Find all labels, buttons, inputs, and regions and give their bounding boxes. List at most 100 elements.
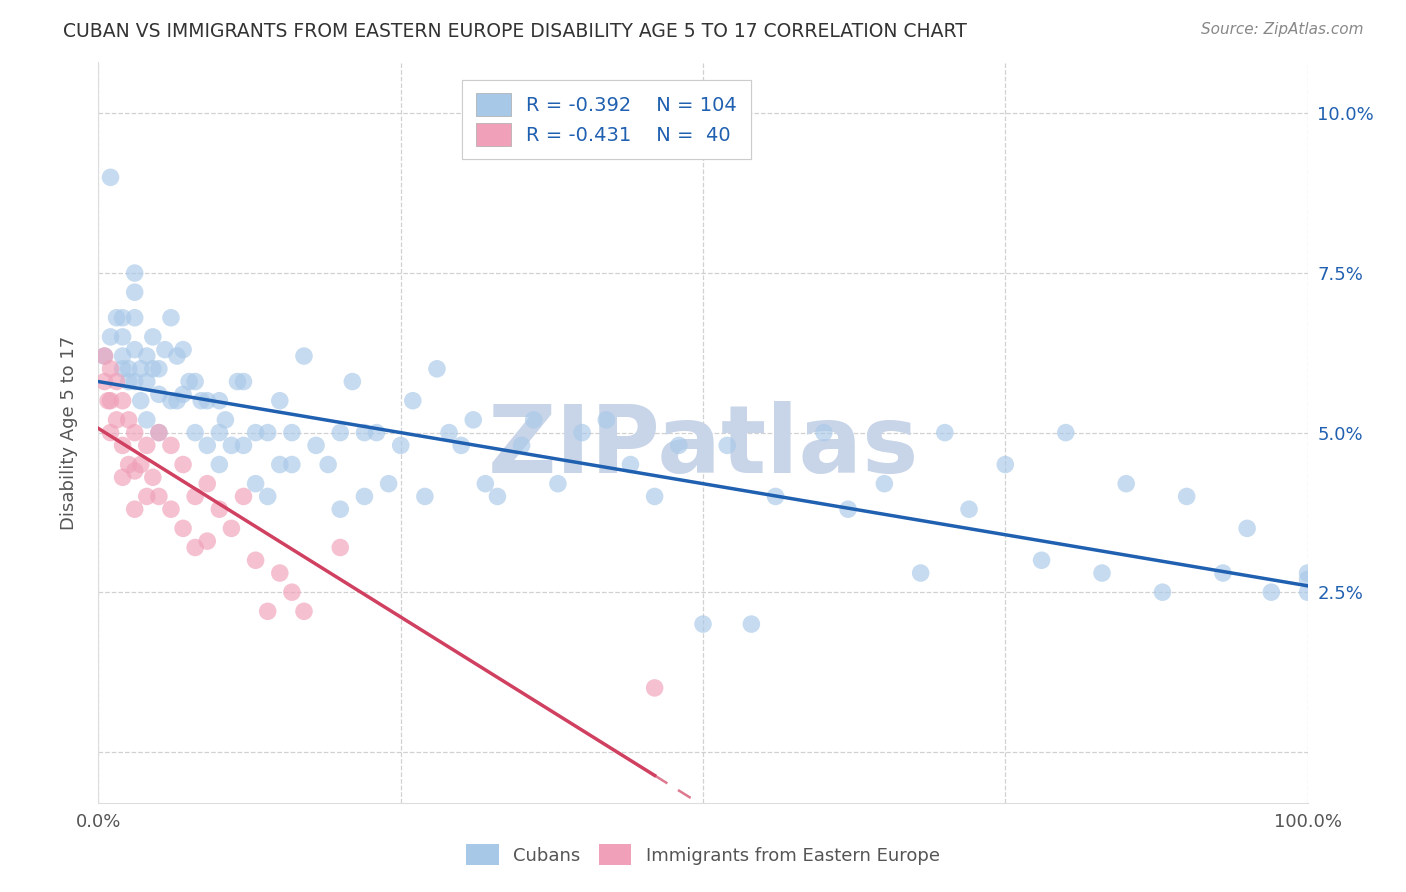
Point: [184, 425, 207, 440]
Point: [644, 490, 666, 504]
Legend: Cubans, Immigrants from Eastern Europe: Cubans, Immigrants from Eastern Europe: [457, 835, 949, 874]
Point: [245, 425, 267, 440]
Point: [523, 413, 546, 427]
Point: [135, 375, 157, 389]
Point: [1296, 585, 1319, 599]
Text: Source: ZipAtlas.com: Source: ZipAtlas.com: [1201, 22, 1364, 37]
Point: [135, 413, 157, 427]
Point: [190, 393, 212, 408]
Point: [184, 541, 207, 555]
Point: [474, 476, 496, 491]
Point: [1152, 585, 1174, 599]
Point: [316, 458, 339, 472]
Point: [124, 343, 146, 357]
Point: [160, 310, 183, 325]
Point: [934, 425, 956, 440]
Point: [111, 330, 134, 344]
Point: [135, 438, 157, 452]
Point: [353, 425, 375, 440]
Point: [166, 349, 188, 363]
Point: [208, 425, 231, 440]
Point: [994, 458, 1017, 472]
Point: [281, 458, 304, 472]
Point: [1115, 476, 1137, 491]
Point: [166, 393, 188, 408]
Point: [214, 413, 236, 427]
Point: [619, 458, 641, 472]
Point: [595, 413, 617, 427]
Point: [765, 490, 787, 504]
Point: [105, 413, 128, 427]
Point: [142, 361, 165, 376]
Point: [118, 458, 141, 472]
Point: [245, 553, 267, 567]
Point: [232, 375, 254, 389]
Legend: R = -0.392    N = 104, R = -0.431    N =  40: R = -0.392 N = 104, R = -0.431 N = 40: [463, 79, 751, 160]
Point: [389, 438, 412, 452]
Point: [281, 585, 304, 599]
Point: [129, 393, 152, 408]
Point: [172, 343, 194, 357]
Point: [256, 490, 278, 504]
Point: [93, 349, 115, 363]
Point: [160, 502, 183, 516]
Point: [195, 476, 218, 491]
Point: [1054, 425, 1077, 440]
Point: [957, 502, 980, 516]
Point: [124, 310, 146, 325]
Point: [172, 458, 194, 472]
Point: [1260, 585, 1282, 599]
Point: [281, 425, 304, 440]
Point: [148, 425, 170, 440]
Point: [226, 375, 249, 389]
Point: [221, 521, 243, 535]
Point: [353, 490, 375, 504]
Point: [208, 393, 231, 408]
Point: [118, 375, 141, 389]
Point: [160, 438, 183, 452]
Point: [148, 361, 170, 376]
Text: ZIPatlas: ZIPatlas: [488, 401, 918, 493]
Point: [1236, 521, 1258, 535]
Point: [1175, 490, 1198, 504]
Point: [100, 170, 122, 185]
Point: [111, 470, 134, 484]
Point: [329, 425, 352, 440]
Point: [172, 521, 194, 535]
Point: [208, 458, 231, 472]
Point: [305, 438, 328, 452]
Point: [118, 361, 141, 376]
Point: [195, 534, 218, 549]
Point: [97, 393, 120, 408]
Point: [105, 310, 128, 325]
Point: [142, 470, 165, 484]
Point: [837, 502, 859, 516]
Point: [292, 604, 315, 618]
Point: [153, 343, 176, 357]
Point: [124, 464, 146, 478]
Point: [377, 476, 399, 491]
Point: [1091, 566, 1114, 580]
Point: [195, 393, 218, 408]
Point: [463, 413, 485, 427]
Point: [129, 458, 152, 472]
Point: [221, 438, 243, 452]
Point: [232, 438, 254, 452]
Point: [129, 361, 152, 376]
Point: [413, 490, 436, 504]
Point: [342, 375, 364, 389]
Point: [100, 393, 122, 408]
Point: [93, 349, 115, 363]
Point: [124, 425, 146, 440]
Point: [93, 375, 115, 389]
Point: [486, 490, 509, 504]
Point: [124, 285, 146, 300]
Point: [256, 425, 278, 440]
Point: [329, 541, 352, 555]
Point: [450, 438, 472, 452]
Point: [195, 438, 218, 452]
Point: [232, 490, 254, 504]
Point: [142, 330, 165, 344]
Point: [1031, 553, 1053, 567]
Point: [111, 393, 134, 408]
